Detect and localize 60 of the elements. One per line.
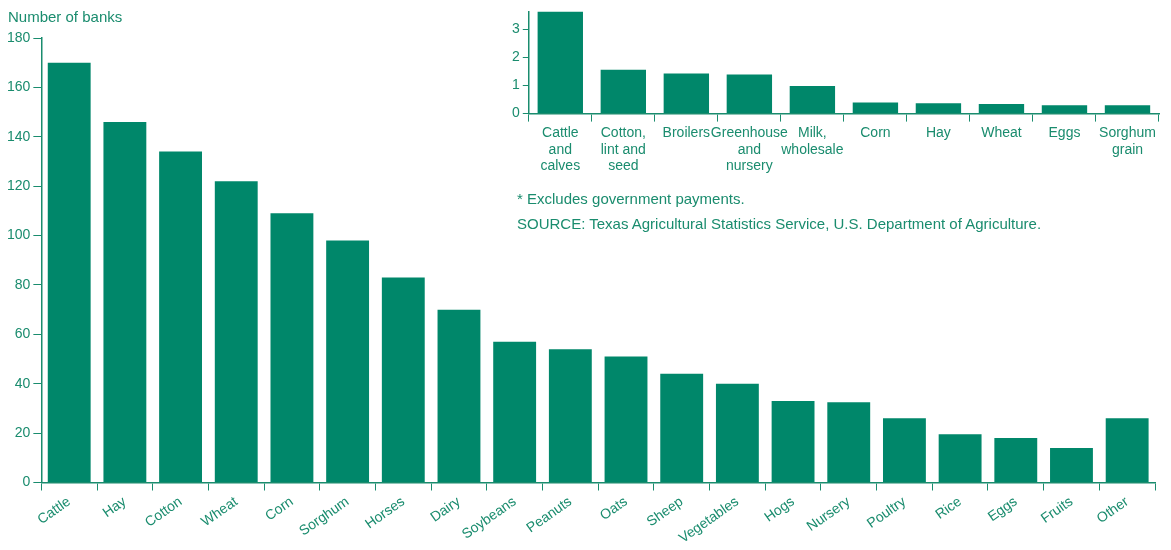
bar: [1105, 418, 1149, 482]
bar: [938, 434, 982, 482]
bar: [270, 213, 314, 482]
bar: [600, 69, 647, 114]
bar: [726, 74, 773, 114]
x-tick-label: Rice: [931, 492, 965, 523]
bar: [47, 62, 91, 482]
bar: [882, 418, 926, 482]
bar: [381, 277, 425, 482]
x-tick-label: Corn: [860, 123, 891, 140]
y-tick-label: 80: [14, 275, 31, 292]
bar: [326, 240, 370, 482]
bar: [159, 151, 202, 482]
bar: [915, 103, 962, 114]
annotation: * Excludes government payments.: [517, 190, 745, 207]
x-tick-label: Eggs: [1048, 123, 1081, 140]
x-tick-label: Oats: [596, 492, 630, 523]
y-tick-label: 0: [22, 473, 31, 490]
x-tick-label: Wheat: [981, 123, 1022, 140]
x-tick-label: Eggs: [984, 492, 1020, 525]
y-tick-label: 1: [511, 76, 520, 93]
y-tick-label: 20: [14, 423, 31, 440]
y-tick-label: 2: [511, 48, 520, 65]
bar: [493, 341, 537, 482]
y-tick-label: 160: [7, 78, 31, 95]
bar: [437, 309, 481, 482]
y-tick-label: 3: [511, 20, 520, 37]
bar: [604, 356, 648, 482]
bar: [715, 383, 759, 482]
bar: [994, 438, 1038, 482]
y-tick-label: 180: [7, 28, 31, 45]
bar: [771, 401, 815, 482]
bar: [852, 102, 899, 114]
x-tick-label: Hay: [99, 492, 129, 521]
x-tick-label: Sorghum grain: [1099, 123, 1156, 157]
y-tick-label: 140: [7, 127, 31, 144]
bar: [1104, 105, 1151, 114]
bar: [1050, 447, 1093, 482]
y-tick-label: 0: [511, 104, 520, 121]
bar: [1041, 105, 1088, 114]
x-tick-label: Broilers: [662, 123, 711, 140]
bar: [827, 402, 871, 482]
y-tick-label: 60: [14, 325, 31, 342]
y-tick-label: 100: [7, 226, 31, 243]
y-tick-label: 40: [14, 374, 31, 391]
bar: [548, 349, 592, 482]
annotation: SOURCE: Texas Agricultural Statistics Service, U.S. Department of Agriculture.: [517, 215, 1042, 232]
bar: [663, 73, 710, 114]
bar: [214, 181, 258, 482]
y-axis-title: Number of banks: [8, 8, 123, 25]
x-tick-label: Hay: [925, 123, 951, 140]
x-tick-label: Cotton, lint and seed: [600, 123, 646, 174]
bar: [537, 11, 583, 114]
bar: [789, 85, 836, 114]
bar: [660, 373, 704, 482]
bar: [978, 104, 1025, 114]
bar: [103, 121, 147, 482]
x-tick-label: Corn: [261, 492, 296, 524]
x-tick-label: Cattle and calves: [540, 123, 581, 174]
y-tick-label: 120: [7, 177, 31, 194]
